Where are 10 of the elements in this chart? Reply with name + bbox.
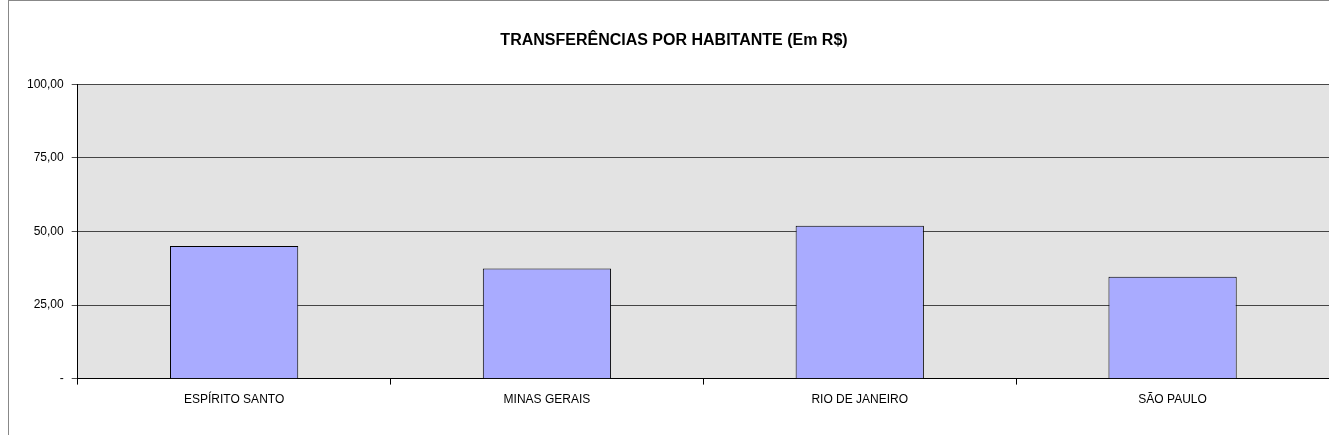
y-tick-label: - <box>59 370 64 385</box>
x-tick-label: SÃO PAULO <box>1138 392 1207 407</box>
x-tick-label: ESPÍRITO SANTO <box>183 391 285 407</box>
y-tick-label: 100,00 <box>27 76 65 91</box>
x-tick-label: MINAS GERAIS <box>503 392 591 407</box>
y-tick-label: 50,00 <box>33 223 65 238</box>
y-tick-label: 75,00 <box>33 150 65 165</box>
chart-title: TRANSFERÊNCIAS POR HABITANTE (Em R$) <box>500 30 848 49</box>
y-tick-label: 25,00 <box>33 297 65 312</box>
x-tick-label: RIO DE JANEIRO <box>811 392 909 407</box>
